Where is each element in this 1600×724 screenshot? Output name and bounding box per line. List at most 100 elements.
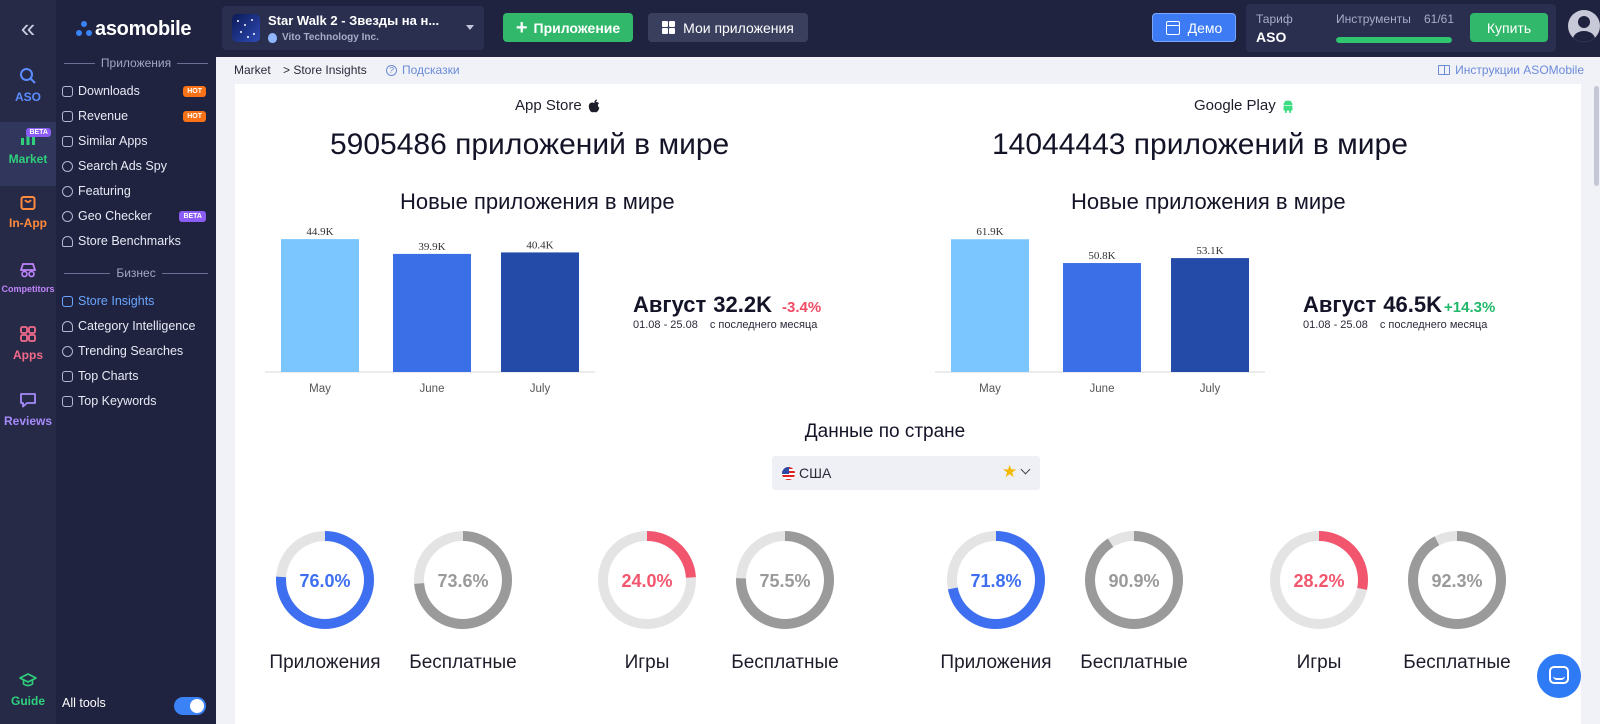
donut-value: 90.9% [1108,571,1159,591]
x-tick-label: July [1200,383,1221,395]
store-icon [62,295,73,307]
beta-badge: BETA [26,128,51,137]
donut-value: 73.6% [437,571,488,591]
rail-item-in-app[interactable]: In-App [0,186,56,250]
sidebar-item-label: Store Benchmarks [78,234,181,248]
sidebar: asomobile Приложения Downloads HOT Reven… [56,0,216,724]
store-name-label: App Store [515,97,582,114]
buy-button[interactable]: Купить [1470,13,1548,42]
bar-chart-icon [21,133,35,145]
bar-may[interactable] [951,239,1029,372]
bar-value-label: 39.9K [418,241,445,253]
donut-label: Игры [1296,652,1342,673]
month-period: 01.08 - 25.08 [633,319,698,331]
country-section-title: Данные по стране [804,421,966,442]
sidebar-item-label: Similar Apps [78,134,148,148]
main-content: App Store 5905486 приложений в мире Новы… [235,84,1581,724]
month-delta: +14.3% [1444,299,1496,316]
scrollbar-track[interactable] [1593,84,1600,724]
month-value: 46.5K [1383,292,1442,317]
sidebar-item-search-ads-spy[interactable]: Search Ads Spy [62,155,212,177]
instructions-link[interactable]: Инструкции ASOMobile [1438,63,1584,77]
hints-link[interactable]: ? Подсказки [386,63,460,77]
app-store-month-summary: Август 32.2K -3.4% 01.08 - 25.08 с послед… [633,292,821,331]
hints-label: Подсказки [402,63,460,77]
sidebar-item-similar-apps[interactable]: Similar Apps [62,130,212,152]
donut-arc [736,531,834,629]
x-tick-label: May [979,383,1001,395]
rail-item-apps[interactable]: Apps [0,318,56,382]
all-tools-label: All tools [62,696,106,710]
key-icon [62,395,73,407]
calendar-icon [1165,20,1180,35]
chat-support-button[interactable] [1537,654,1581,698]
bar-june[interactable] [393,253,471,372]
google-play-new-title: Новые приложения в мире [1071,189,1346,214]
sidebar-item-trending-searches[interactable]: Trending Searches [62,340,212,362]
section-label: Приложения [100,56,172,70]
dollar-icon [62,110,73,122]
collapse-icon[interactable]: « [20,13,36,43]
bar-value-label: 61.9K [976,226,1003,238]
user-avatar[interactable] [1568,10,1600,42]
bar-july[interactable] [501,252,579,372]
bar-may[interactable] [281,239,359,372]
android-icon [1283,100,1293,113]
rail-item-aso[interactable]: ASO [0,60,56,124]
scrollbar-thumb[interactable] [1594,86,1599,186]
sidebar-item-top-charts[interactable]: Top Charts [62,365,212,387]
rail-label: Market [8,152,48,166]
sidebar-item-store-benchmarks[interactable]: Store Benchmarks [62,230,212,252]
sidebar-item-featuring[interactable]: Featuring [62,180,212,202]
donut-chart: 92.3% [1408,531,1506,629]
add-app-label: Приложение [533,19,621,36]
sidebar-item-store-insights[interactable]: Store Insights [62,290,212,312]
search-icon [62,345,73,357]
apps-grid-icon [20,326,36,342]
rail-label: Reviews [3,414,53,428]
tariff-value: ASO [1256,29,1287,45]
shopping-bag-icon [20,196,36,210]
rail-item-market[interactable]: BETA Market [0,122,56,186]
bar-june[interactable] [1063,263,1141,372]
demo-button[interactable]: Демо [1152,13,1236,42]
chevron-down-icon [466,25,474,30]
sidebar-item-geo-checker[interactable]: Geo Checker BETA [62,205,212,227]
logo-icon [76,21,92,37]
app-selector[interactable]: Star Walk 2 - Звезды на н... Vito Techno… [222,6,484,50]
donut-label: Приложения [940,652,1052,673]
all-tools-toggle[interactable] [174,697,206,715]
sidebar-item-label: Revenue [78,109,129,123]
donut-chart: 71.8% [947,531,1045,629]
rail-item-guide[interactable]: Guide [0,664,56,724]
bar-value-label: 50.8K [1088,250,1115,262]
add-app-button[interactable]: + Приложение [503,13,633,42]
my-apps-button[interactable]: Мои приложения [648,13,808,42]
month-name: Август [1303,292,1377,317]
star-icon[interactable]: ★ [1002,462,1018,481]
donut-chart: 90.9% [1085,531,1183,629]
donut-arc [947,531,1045,629]
sidebar-item-top-keywords[interactable]: Top Keywords [62,390,212,412]
bar-value-label: 40.4K [526,239,553,251]
donut-arc [1270,531,1368,629]
tariff-label: Тариф [1256,12,1293,26]
question-icon: ? [386,64,397,76]
asomobile-logo[interactable]: asomobile [76,16,192,42]
sidebar-item-revenue[interactable]: Revenue HOT [62,105,212,127]
breadcrumb-market[interactable]: Market [234,63,271,77]
app-store-total: 5905486 приложений в мире [330,128,730,161]
rail-item-reviews[interactable]: Reviews [0,384,56,448]
rail-item-competitors[interactable]: Competitors [0,254,56,318]
chat-bubble-icon [20,393,36,408]
store-name-google-play: Google Play [1194,97,1294,114]
bar-july[interactable] [1171,258,1249,372]
country-dropdown[interactable]: США ★ [772,456,1040,490]
award-icon [62,185,73,197]
sidebar-item-label: Geo Checker [78,209,152,223]
donut-chart: 76.0% [276,531,374,629]
google-play-total: 14044443 приложений в мире [992,128,1408,161]
sidebar-item-category-intelligence[interactable]: Category Intelligence [62,315,212,337]
sidebar-item-downloads[interactable]: Downloads HOT [62,80,212,102]
chevron-down-icon [1020,464,1031,475]
